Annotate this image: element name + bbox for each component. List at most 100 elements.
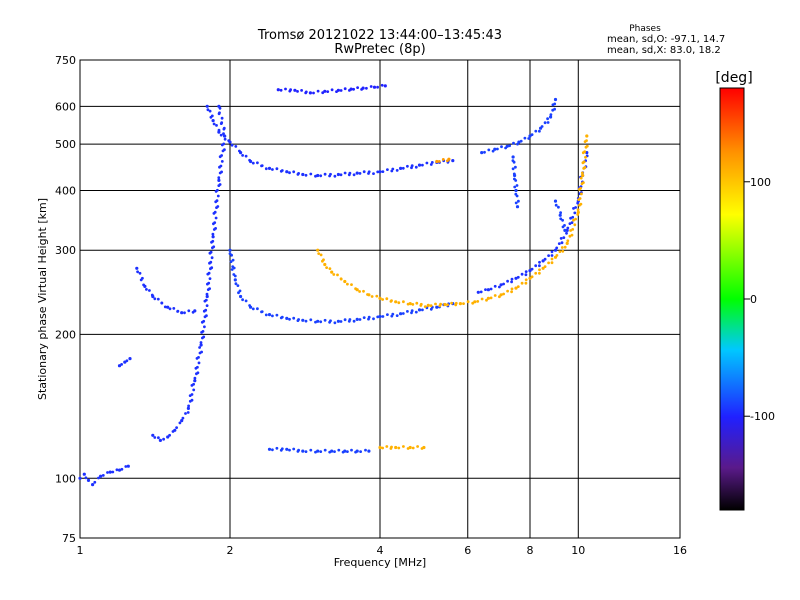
data-point xyxy=(237,291,240,295)
data-point xyxy=(380,83,384,87)
data-point xyxy=(101,474,105,477)
data-point xyxy=(506,279,509,283)
data-point xyxy=(124,465,128,468)
data-point xyxy=(553,97,558,102)
data-point xyxy=(425,161,429,165)
data-point xyxy=(443,302,447,307)
data-point xyxy=(367,315,371,319)
data-point xyxy=(319,320,323,324)
y-axis-label: Stationary phase Virtual Height [km] xyxy=(36,198,49,400)
data-point xyxy=(285,316,289,320)
data-point xyxy=(301,318,305,322)
data-point xyxy=(573,211,577,215)
data-point xyxy=(163,305,167,309)
data-point xyxy=(333,450,336,453)
data-point xyxy=(517,140,521,144)
data-point xyxy=(566,226,570,230)
data-point xyxy=(583,150,587,154)
data-point xyxy=(563,245,567,249)
data-point xyxy=(316,173,320,178)
data-point xyxy=(358,172,362,175)
data-point xyxy=(549,115,553,119)
data-point xyxy=(514,165,517,169)
data-point xyxy=(578,197,582,200)
data-point xyxy=(151,294,155,299)
data-point xyxy=(160,301,164,305)
data-point xyxy=(550,257,554,261)
data-point xyxy=(337,448,341,452)
data-point xyxy=(93,480,97,484)
data-point xyxy=(308,91,312,95)
colorbar-tick-label: -100 xyxy=(750,410,775,423)
data-point xyxy=(423,305,427,308)
data-point xyxy=(524,278,528,282)
data-point xyxy=(402,445,405,448)
data-point xyxy=(309,318,313,322)
data-point xyxy=(187,404,191,408)
data-point xyxy=(359,450,362,453)
data-point xyxy=(256,307,259,311)
data-point xyxy=(402,300,405,304)
data-point xyxy=(517,199,520,203)
data-point xyxy=(581,173,585,178)
data-point xyxy=(510,290,513,294)
colorbar-ticks: 100 0 -100 xyxy=(744,176,775,423)
data-point xyxy=(483,150,486,154)
data-point xyxy=(339,277,343,281)
data-point xyxy=(419,302,423,306)
data-point xyxy=(541,259,545,263)
data-point xyxy=(323,262,327,267)
data-point xyxy=(391,167,395,171)
data-point xyxy=(86,478,91,482)
data-point xyxy=(316,319,320,323)
data-point xyxy=(219,164,223,168)
data-point xyxy=(568,222,572,226)
data-point xyxy=(581,171,584,175)
data-point xyxy=(367,293,371,297)
data-point xyxy=(215,199,219,203)
data-point xyxy=(394,445,398,450)
data-point xyxy=(563,228,567,232)
data-point xyxy=(473,300,477,304)
data-point xyxy=(524,273,528,277)
data-point xyxy=(496,147,499,151)
data-point xyxy=(330,449,334,453)
y-tick-label: 500 xyxy=(55,138,76,151)
data-point xyxy=(213,221,217,225)
data-point xyxy=(190,398,194,402)
colorbar-label: [deg] xyxy=(715,70,752,86)
data-point xyxy=(323,172,327,176)
data-point xyxy=(376,315,380,319)
data-point xyxy=(120,467,124,471)
data-point xyxy=(390,299,393,302)
data-point xyxy=(117,468,122,472)
data-point xyxy=(362,289,365,293)
data-point xyxy=(415,301,419,305)
data-point xyxy=(207,271,211,275)
data-point xyxy=(316,248,320,252)
data-point xyxy=(180,311,184,315)
data-point xyxy=(187,309,191,313)
data-point xyxy=(508,144,511,148)
data-point xyxy=(372,317,375,321)
data-point xyxy=(553,102,557,106)
data-point xyxy=(391,312,395,316)
data-point xyxy=(410,164,414,168)
data-point xyxy=(500,145,503,149)
data-point xyxy=(214,216,218,220)
data-point xyxy=(125,359,129,363)
data-point xyxy=(426,303,430,307)
data-point xyxy=(579,186,582,190)
data-point xyxy=(223,137,227,141)
data-point xyxy=(406,310,409,313)
data-point xyxy=(233,278,237,282)
y-tick-label: 300 xyxy=(55,244,76,257)
data-point xyxy=(550,250,554,254)
data-point xyxy=(510,277,514,281)
data-point xyxy=(437,160,441,163)
data-point xyxy=(325,266,328,269)
data-point xyxy=(538,129,541,133)
data-point xyxy=(350,283,353,286)
data-point xyxy=(560,241,564,245)
data-point xyxy=(157,436,160,440)
